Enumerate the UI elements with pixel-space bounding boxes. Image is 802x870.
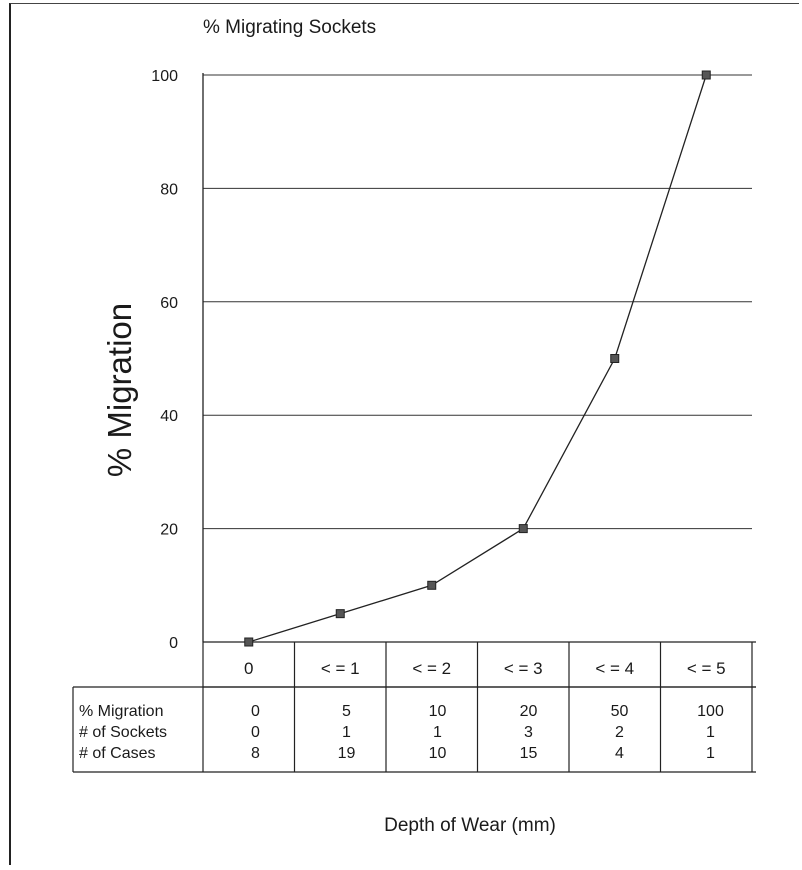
series-line [248, 74, 707, 643]
y-tick-label: 40 [160, 408, 178, 425]
x-tick-label: < = 3 [504, 659, 543, 678]
x-axis-label: Depth of Wear (mm) [384, 815, 556, 836]
data-point [244, 637, 254, 647]
x-tick-label: < = 5 [687, 659, 726, 678]
table-cell: 8 [251, 744, 260, 762]
chart-title: % Migrating Sockets [203, 17, 377, 38]
row-label-cases: # of Cases [79, 744, 156, 762]
table-cell: 1 [706, 744, 715, 762]
table-cell: 10 [428, 702, 447, 720]
table-row: % Migration 0 5 10 20 50 100 [73, 701, 756, 722]
table-cell: 4 [615, 744, 624, 762]
table-cell: 10 [428, 744, 447, 762]
table-cell: 0 [251, 702, 260, 720]
table-cell: 19 [337, 744, 356, 762]
data-point [335, 609, 345, 619]
table-cell: 3 [524, 723, 533, 741]
table-cell: 1 [433, 723, 442, 741]
data-point [427, 580, 437, 590]
table-cell: 5 [342, 702, 351, 720]
table-row: # of Cases 8 19 10 15 4 1 [73, 743, 756, 764]
x-tick-label: < = 1 [321, 659, 360, 678]
table-cell: 1 [342, 723, 351, 741]
x-tick-label: < = 4 [595, 659, 634, 678]
x-tick-label: 0 [244, 659, 253, 678]
row-label-migration: % Migration [79, 702, 164, 720]
data-table: % Migration 0 5 10 20 50 100 # of Socket… [73, 701, 756, 764]
y-tick-label: 80 [160, 181, 178, 198]
y-tick-label: 20 [160, 522, 178, 539]
figure-frame [9, 3, 799, 865]
y-tick-label: 100 [151, 68, 178, 85]
table-cell: 20 [519, 702, 538, 720]
data-point [518, 524, 528, 534]
table-row: # of Sockets 0 1 1 3 2 1 [73, 722, 756, 743]
table-cell: 100 [697, 702, 724, 720]
table-cell: 2 [615, 723, 624, 741]
table-cell: 15 [519, 744, 538, 762]
y-tick-label: 0 [169, 635, 178, 652]
table-cell: 1 [706, 723, 715, 741]
y-axis-label: % Migration [101, 302, 138, 478]
x-axis-label-wrap: Depth of Wear (mm) [0, 815, 802, 837]
data-point [701, 70, 711, 80]
table-cell: 0 [251, 723, 260, 741]
y-tick-label: 60 [160, 295, 178, 312]
data-point [610, 354, 620, 363]
table-cell: 50 [610, 702, 629, 720]
x-tick-label: < = 2 [412, 659, 451, 678]
row-label-sockets: # of Sockets [79, 723, 168, 741]
